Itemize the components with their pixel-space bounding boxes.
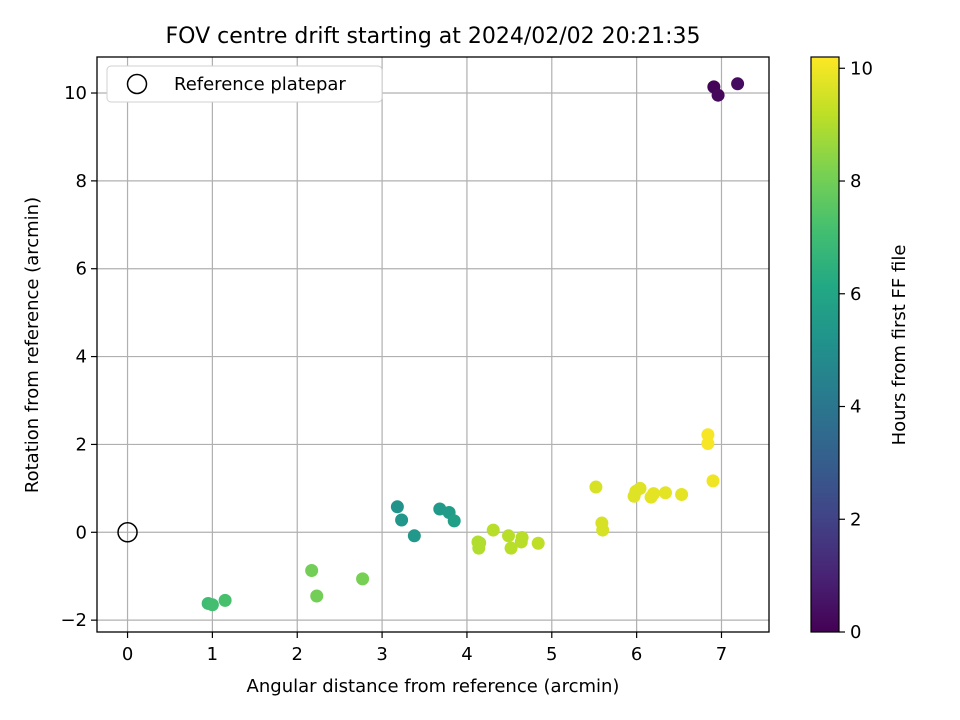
x-tick-label: 7 [716, 644, 727, 665]
colorbar-tick-label: 6 [850, 284, 861, 305]
colorbar-ticks: 0 2 4 6 8 10 [839, 58, 873, 643]
x-tick-label: 6 [631, 644, 642, 665]
x-tick-label: 2 [292, 644, 303, 665]
reference-point [117, 522, 138, 543]
colorbar-tick-label: 0 [850, 622, 861, 643]
data-point [658, 486, 672, 500]
x-tick-label: 4 [461, 644, 472, 665]
data-point [706, 474, 720, 488]
data-point [504, 541, 518, 555]
data-point [205, 598, 219, 612]
y-tick-label: 2 [76, 434, 87, 455]
colorbar: 0 2 4 6 8 10 Hours from first FF file [810, 56, 910, 643]
data-point [218, 593, 232, 607]
legend-marker-reference [126, 73, 148, 95]
data-point [390, 500, 404, 514]
scatter-points [117, 77, 745, 612]
y-tick-label: 6 [76, 259, 87, 280]
colorbar-tick-label: 2 [850, 509, 861, 530]
legend: Reference platepar [106, 65, 383, 103]
data-point [407, 529, 421, 543]
colorbar-tick-label: 10 [850, 58, 873, 79]
data-point [633, 481, 647, 495]
data-point [473, 536, 487, 550]
x-tick-label: 5 [546, 644, 557, 665]
data-point [589, 480, 603, 494]
x-tick-label: 1 [207, 644, 218, 665]
colorbar-label: Hours from first FF file [889, 245, 910, 446]
data-point [596, 523, 610, 537]
x-tick-label: 0 [122, 644, 133, 665]
data-point [647, 487, 661, 501]
plot-frame [96, 56, 770, 633]
colorbar-gradient [810, 56, 840, 633]
data-point [675, 488, 689, 502]
chart-title: FOV centre drift starting at 2024/02/02 … [166, 24, 701, 49]
y-tick-label: −2 [60, 610, 87, 631]
data-point [447, 514, 461, 528]
y-tick-label: 4 [76, 347, 87, 368]
y-axis-label: Rotation from reference (arcmin) [22, 197, 43, 493]
x-axis-label: Angular distance from reference (arcmin) [247, 676, 620, 697]
data-point [310, 589, 324, 603]
data-point [711, 88, 725, 102]
x-tick-label: 3 [376, 644, 387, 665]
data-point [486, 523, 500, 537]
data-point [395, 513, 409, 527]
legend-box [106, 65, 383, 103]
legend-label-reference: Reference platepar [174, 74, 346, 95]
y-tick-label: 0 [76, 522, 87, 543]
colorbar-tick-label: 4 [850, 397, 861, 418]
data-point [531, 536, 545, 550]
y-tick-label: 10 [64, 83, 87, 104]
data-point [502, 529, 516, 543]
colorbar-tick-label: 8 [850, 171, 861, 192]
axis-ticks: 0 1 2 3 4 5 6 7 −2 0 2 4 6 8 10 [60, 83, 727, 665]
data-point [356, 572, 370, 586]
data-point [701, 437, 715, 451]
data-point [515, 531, 529, 545]
data-point [731, 77, 745, 91]
y-tick-label: 8 [76, 171, 87, 192]
grid [97, 57, 769, 632]
data-point [305, 564, 319, 578]
